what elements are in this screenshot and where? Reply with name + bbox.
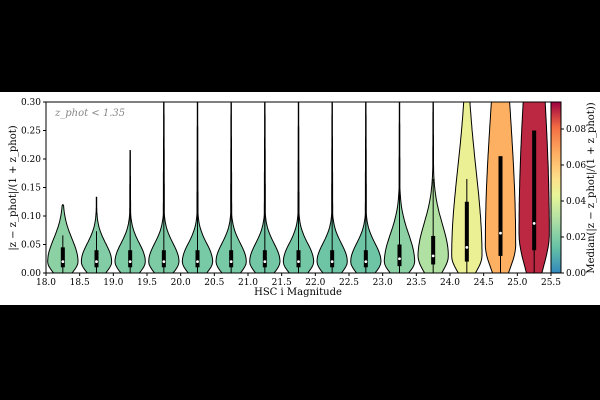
violin-iqr-box-4 [195, 250, 200, 268]
colorbar-tick-label-1: 0.02 [566, 233, 586, 243]
violin-median-11 [431, 254, 435, 258]
violin-iqr-box-11 [431, 235, 436, 265]
violin-iqr-box-14 [532, 130, 537, 251]
violin-median-4 [196, 260, 199, 263]
annotation: z_phot < 1.35 [54, 108, 125, 119]
violin-median-12 [465, 245, 469, 249]
y-tick-label-0: 0.00 [21, 269, 41, 279]
x-tick-label-5: 20.5 [204, 278, 224, 288]
violin-median-13 [499, 231, 502, 235]
colorbar-tick-label-0: 0.00 [566, 269, 586, 279]
violin-median-5 [229, 260, 233, 263]
violin-median-3 [162, 260, 166, 263]
y-tick-label-3: 0.15 [21, 184, 41, 194]
violin-median-1 [95, 260, 98, 263]
colorbar [550, 101, 562, 274]
colorbar-ticks: 0.00 0.02 0.04 0.06 0.08 [561, 125, 586, 279]
x-ticks: 18.0 18.5 19.0 19.5 20.0 20.5 21.0 21.5 22.0 22.5… [36, 273, 561, 288]
colorbar-tick-label-3: 0.06 [566, 161, 586, 171]
violin-median-8 [330, 260, 334, 263]
violin-median-6 [263, 260, 267, 263]
violin-iqr-box-10 [397, 244, 402, 267]
figure-panel: 18.0 18.5 19.0 19.5 20.0 20.5 21.0 21.5 22.0 22.5… [0, 92, 600, 305]
violin-iqr-box-7 [296, 250, 301, 268]
violin-iqr-box-2 [128, 250, 133, 268]
violin-median-2 [128, 260, 132, 263]
x-tick-label-2: 19.0 [103, 278, 123, 288]
y-axis-label: |z − z_phot|/(1 + z_phot) [8, 125, 19, 250]
x-tick-label-1: 18.5 [70, 278, 90, 288]
violin-iqr-box-1 [94, 250, 99, 268]
y-tick-label-5: 0.25 [21, 127, 41, 137]
violin-iqr-box-9 [363, 250, 368, 268]
violin-iqr-box-6 [262, 250, 267, 268]
violin-iqr-box-12 [464, 201, 469, 262]
violin-median-10 [398, 257, 401, 261]
y-tick-label-1: 0.05 [21, 241, 41, 251]
x-tick-label-9: 22.5 [339, 278, 359, 288]
x-tick-label-8: 22.0 [305, 278, 325, 288]
x-tick-label-10: 23.0 [373, 278, 393, 288]
violin-iqr-box-13 [498, 156, 503, 256]
violin-median-7 [297, 260, 300, 263]
x-tick-label-6: 21.0 [238, 278, 258, 288]
x-tick-label-13: 24.5 [474, 278, 494, 288]
violin-iqr-box-3 [161, 250, 166, 268]
violin-median-0 [61, 260, 65, 263]
violin-median-9 [364, 260, 368, 263]
x-tick-label-4: 20.0 [171, 278, 191, 288]
x-tick-label-11: 23.5 [406, 278, 426, 288]
violin-iqr-box-0 [60, 247, 65, 268]
violin-median-14 [532, 222, 536, 225]
x-tick-label-12: 24.0 [440, 278, 460, 288]
colorbar-tick-label-2: 0.04 [566, 197, 586, 207]
violin-iqr-box-8 [330, 250, 335, 268]
violin-chart: 18.0 18.5 19.0 19.5 20.0 20.5 21.0 21.5 22.0 22.5… [8, 98, 597, 298]
colorbar-tick-label-4: 0.08 [566, 125, 586, 135]
x-axis-label: HSC i Magnitude [254, 287, 342, 298]
x-tick-label-14: 25.0 [507, 278, 527, 288]
violins-group [47, 102, 550, 273]
colorbar-label: Median(|z − z_phot|/(1 + z_phot)) [586, 102, 597, 273]
y-tick-label-6: 0.30 [21, 98, 41, 108]
y-tick-label-2: 0.10 [21, 212, 41, 222]
y-ticks: 0.00 0.05 0.10 0.15 0.20 0.25 0.30 [21, 98, 46, 279]
x-tick-label-7: 21.5 [272, 278, 292, 288]
x-tick-label-15: 25.5 [541, 278, 561, 288]
x-tick-label-3: 19.5 [137, 278, 157, 288]
violin-iqr-box-5 [229, 250, 234, 268]
x-tick-label-0: 18.0 [36, 278, 56, 288]
y-tick-label-4: 0.20 [21, 155, 41, 165]
